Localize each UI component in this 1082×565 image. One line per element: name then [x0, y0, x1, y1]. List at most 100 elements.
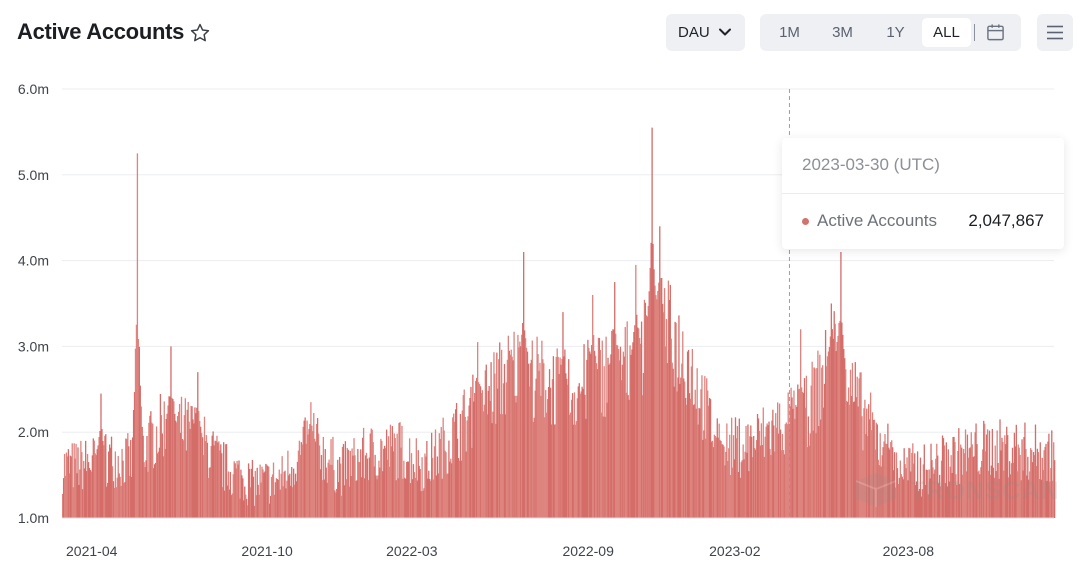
bar	[894, 487, 897, 518]
bar	[730, 475, 732, 518]
bar	[612, 329, 614, 518]
bar	[523, 252, 525, 518]
bar	[575, 421, 578, 518]
bar	[184, 398, 186, 518]
bar	[905, 468, 907, 518]
bar	[131, 476, 133, 518]
bar	[358, 461, 360, 518]
bar	[313, 413, 315, 518]
bar	[480, 393, 483, 518]
bar	[269, 495, 272, 518]
metric-select[interactable]: DAU	[666, 14, 745, 51]
bar	[760, 423, 763, 518]
bar	[618, 360, 621, 518]
bar	[132, 409, 135, 518]
bar	[239, 498, 241, 518]
bar	[940, 460, 943, 518]
bar	[419, 469, 421, 518]
bar	[671, 362, 673, 518]
bar	[183, 415, 186, 518]
bar	[816, 368, 818, 518]
bar	[362, 437, 364, 518]
bar	[154, 462, 157, 518]
bar	[782, 450, 785, 518]
bar	[621, 364, 624, 518]
bar	[487, 390, 489, 518]
bar	[1039, 442, 1041, 518]
bar	[893, 452, 896, 518]
bar	[680, 377, 682, 518]
bar	[1005, 444, 1007, 518]
bar	[513, 331, 515, 518]
bar	[729, 434, 731, 518]
range-1y-button[interactable]: 1Y	[886, 24, 905, 41]
calendar-icon[interactable]	[986, 23, 1005, 42]
bar	[111, 466, 114, 518]
bar	[595, 363, 598, 518]
bar	[642, 373, 645, 518]
bar	[128, 446, 130, 518]
bar	[451, 463, 453, 518]
star-icon[interactable]	[189, 22, 211, 44]
bar	[353, 438, 355, 518]
bar	[886, 443, 888, 518]
bar	[375, 475, 377, 518]
bar	[342, 444, 345, 518]
range-1m-button[interactable]: 1M	[779, 24, 800, 41]
bar	[440, 426, 442, 518]
chart-menu-button[interactable]	[1037, 14, 1073, 51]
bar	[260, 482, 262, 518]
bar	[311, 425, 313, 518]
bar	[80, 440, 82, 518]
bar	[818, 426, 820, 518]
bar	[370, 428, 372, 518]
bar	[139, 385, 141, 518]
bar	[481, 390, 484, 518]
bar	[597, 337, 600, 518]
bars	[62, 127, 1056, 519]
bar	[1012, 462, 1015, 518]
range-all-button[interactable]: ALL	[922, 18, 971, 47]
bar	[512, 360, 514, 518]
bar	[216, 435, 218, 518]
bar	[264, 471, 266, 518]
bar	[630, 354, 632, 518]
bar	[756, 413, 759, 518]
bar	[68, 473, 71, 518]
bar	[527, 363, 530, 518]
bar	[687, 349, 690, 518]
bar	[423, 488, 425, 518]
bar	[551, 379, 554, 518]
bar	[845, 369, 847, 518]
bar	[590, 353, 592, 518]
bar	[152, 423, 154, 518]
bar	[677, 377, 679, 518]
bar	[415, 438, 417, 518]
bar	[328, 459, 330, 518]
bar	[704, 376, 706, 518]
time-range-group: 1M 3M 1Y ALL	[760, 14, 1021, 51]
bar	[499, 342, 501, 518]
bar	[650, 242, 652, 519]
bar	[73, 443, 75, 518]
bar	[859, 372, 861, 518]
bar	[424, 453, 426, 518]
bar	[961, 474, 964, 518]
bar	[915, 485, 917, 518]
bar	[241, 475, 243, 518]
bar	[113, 487, 116, 518]
bar	[547, 386, 550, 518]
active-accounts-chart[interactable]: TRONSCAN 1.0m 2.0m 3.0m 4.0m 5.0m 6.0m 2021-04…	[0, 66, 1082, 565]
bar	[409, 483, 412, 518]
bar	[1013, 432, 1016, 518]
bar	[459, 413, 462, 518]
bar	[1030, 448, 1032, 518]
bar	[688, 393, 691, 518]
bar	[903, 448, 905, 518]
range-3m-button[interactable]: 3M	[832, 24, 853, 41]
bar	[242, 478, 244, 518]
bar	[526, 351, 529, 518]
bar	[124, 481, 126, 518]
bar	[278, 469, 280, 518]
bar	[438, 433, 440, 518]
